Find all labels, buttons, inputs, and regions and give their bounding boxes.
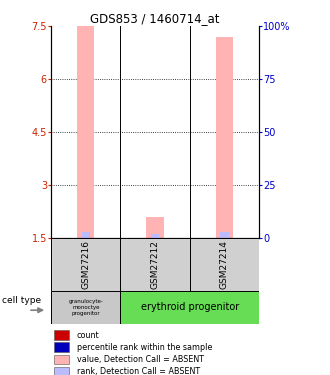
Bar	[120, 238, 190, 291]
Bar	[216, 37, 233, 238]
Text: percentile rank within the sample: percentile rank within the sample	[77, 343, 212, 352]
Text: granulocyte-
monoctye
progenitor: granulocyte- monoctye progenitor	[68, 299, 103, 316]
Text: value, Detection Call = ABSENT: value, Detection Call = ABSENT	[77, 355, 204, 364]
Bar	[220, 232, 229, 238]
Text: GSM27214: GSM27214	[220, 240, 229, 289]
Bar	[54, 330, 69, 340]
Bar	[190, 238, 259, 291]
Text: rank, Detection Call = ABSENT: rank, Detection Call = ABSENT	[77, 367, 200, 375]
Text: count: count	[77, 330, 99, 339]
Bar	[51, 238, 120, 291]
Bar	[77, 26, 94, 238]
Bar	[54, 367, 69, 375]
Text: erythroid progenitor: erythroid progenitor	[141, 303, 239, 312]
Bar	[54, 354, 69, 364]
Bar	[51, 291, 120, 324]
Bar	[151, 234, 159, 238]
Text: GSM27216: GSM27216	[81, 240, 90, 289]
Title: GDS853 / 1460714_at: GDS853 / 1460714_at	[90, 12, 220, 25]
Text: GSM27212: GSM27212	[150, 240, 160, 289]
Bar	[147, 217, 164, 238]
Bar	[54, 342, 69, 352]
Text: cell type: cell type	[2, 296, 41, 304]
Bar	[120, 291, 259, 324]
Bar	[82, 232, 90, 238]
